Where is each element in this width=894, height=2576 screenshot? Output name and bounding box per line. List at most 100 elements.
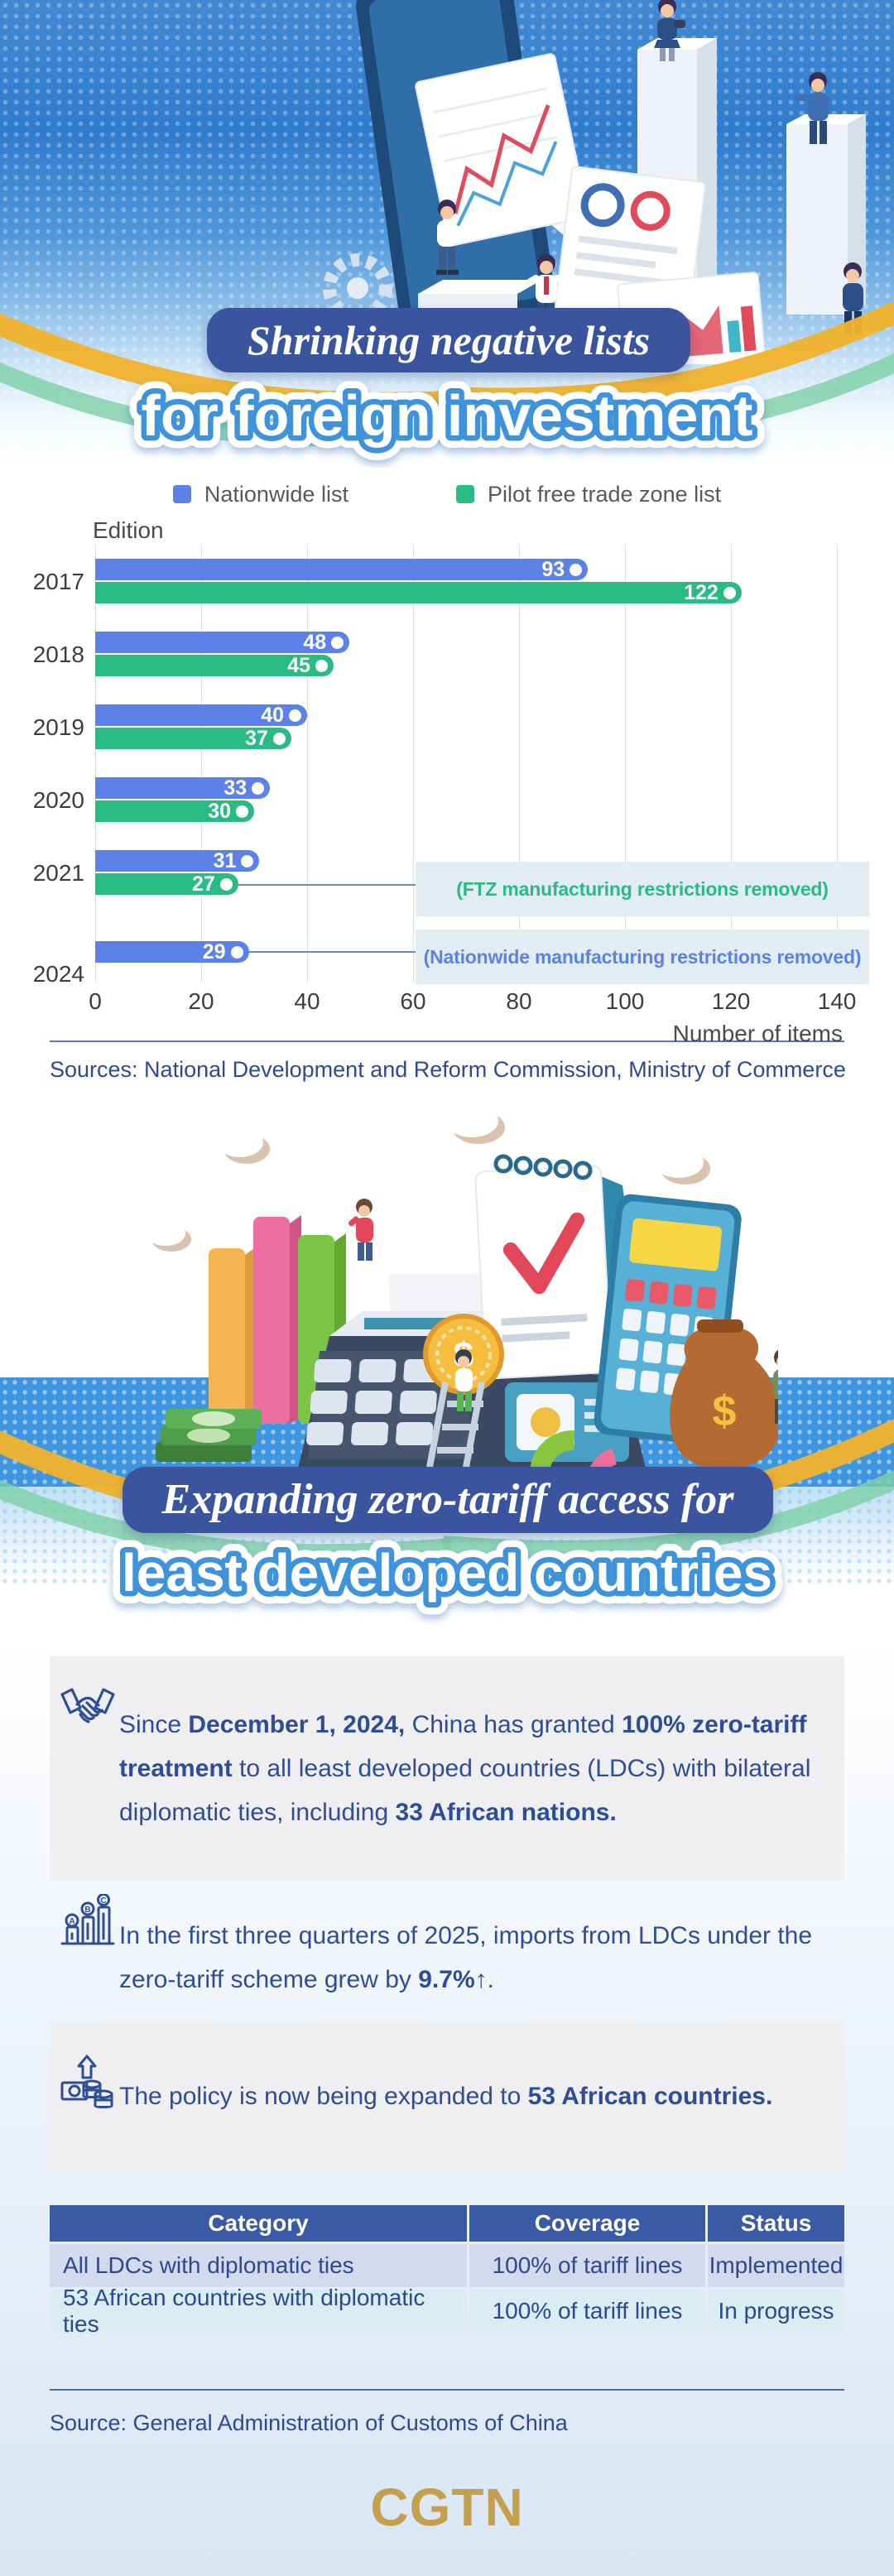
bar-tip-dot (252, 781, 265, 795)
table-header-cell: Category (50, 2205, 467, 2242)
text-segment: China has granted (405, 1711, 622, 1738)
x-tick-label: 120 (711, 988, 751, 1014)
section2-header: $ $ (0, 1104, 894, 1634)
hero-section: Shrinking negative lists for foreign inv… (0, 0, 894, 468)
text-segment: Since (119, 1711, 189, 1738)
gridline (201, 544, 202, 983)
bar-value-label: 48 (303, 630, 327, 654)
annotation-connector (238, 884, 416, 886)
gridline (307, 544, 308, 983)
bar-value-label: 45 (287, 653, 310, 677)
hero-banner: Shrinking negative lists (207, 308, 690, 372)
cgtn-logo: CGTN (370, 2477, 524, 2537)
x-tick-label: 100 (605, 988, 645, 1014)
bar-value-label: 27 (191, 872, 215, 896)
bar: 122 (95, 580, 742, 604)
svg-text:least developed countries: least developed countries (122, 1543, 772, 1603)
bar-tip-dot (331, 636, 344, 649)
legend-label: Pilot free trade zone list (487, 481, 722, 507)
annotation-box: (FTZ manufacturing restrictions removed) (416, 862, 869, 916)
section-title-line1: Expanding zero-tariff access for (161, 1476, 734, 1523)
section-title-line2: least developed countries least develope… (109, 1531, 785, 1615)
info-card-policy-expansion: The policy is now being expanded to 53 A… (50, 2021, 844, 2171)
svg-text:least developed countries: least developed countries (122, 1543, 772, 1603)
info-text: Since December 1, 2024, China has grante… (119, 1703, 816, 1834)
bar-tip-dot (723, 586, 736, 599)
trade-illustration: $ $ (146, 1109, 778, 1507)
info-section: Since December 1, 2024, China has grante… (0, 1634, 894, 2576)
bar-tip-dot (219, 877, 233, 891)
bar-tip-dot (315, 659, 328, 672)
bar-chart: Number of items 0 20 40 60 80 100 120 140 2017 93… (0, 544, 894, 1046)
text-bold-segment: 100% zero-tariff treatment (119, 1711, 807, 1782)
table-header-cell: Coverage (469, 2205, 705, 2242)
svg-text:B: B (84, 1906, 90, 1915)
money-bag-illustration: $ (670, 1319, 778, 1469)
bar: 31 (95, 849, 260, 872)
bar: 48 (95, 630, 350, 654)
x-tick-label: 140 (817, 988, 857, 1014)
divider-line (50, 2389, 844, 2391)
svg-text:for foreign investment: for foreign investment (142, 383, 753, 448)
info-card-ldc-treatment: Since December 1, 2024, China has grante… (50, 1656, 844, 1881)
table-cell: Implemented (708, 2244, 844, 2287)
person-illustration (348, 1199, 373, 1261)
bar-value-label: 30 (208, 799, 231, 823)
handshake-icon (50, 1678, 119, 1859)
info-card-imports-growth: A B C In the first three quarters of 202… (50, 1879, 844, 2036)
bar-value-label: 93 (541, 557, 565, 581)
bar-value-label: 122 (684, 580, 719, 604)
x-axis-title: Number of items (672, 1021, 843, 1046)
coverage-table: Category Coverage Status All LDCs with dipl… (50, 2205, 844, 2337)
y-category-label: 2018 (32, 642, 84, 667)
bar: 40 (95, 703, 307, 727)
bar-value-label: 29 (202, 940, 226, 964)
cloud-illustration (146, 1109, 710, 1252)
info-text: The policy is now being expanded to 53 A… (119, 2074, 816, 2118)
bar-tip-dot (230, 945, 243, 959)
gridline (95, 544, 96, 983)
x-tick-label: 60 (400, 988, 426, 1014)
bar-value-label: 33 (223, 776, 248, 800)
table-cell: 53 African countries with diplomatic tie… (50, 2285, 467, 2337)
bar: 33 (95, 776, 271, 800)
gridline (731, 544, 732, 983)
y-category-label: 2021 (32, 860, 84, 886)
annotation-connector (248, 951, 416, 953)
svg-text:least developed countries: least developed countries (122, 1543, 772, 1603)
chart-section: Nationwide list Pilot free trade zone lis… (0, 479, 894, 1104)
text-bold-segment: 9.7%↑ (418, 1966, 488, 1993)
bar: 93 (95, 557, 589, 581)
text-segment: The policy is now being expanded to (119, 2083, 528, 2110)
bar-tip-dot (570, 563, 583, 576)
text-segment: . (487, 1966, 494, 1993)
bar-value-label: 40 (261, 703, 284, 727)
table-header-cell: Status (708, 2205, 844, 2242)
text-segment: In the first three quarters of 2025, imp… (119, 1922, 813, 1993)
bar-value-label: 37 (244, 726, 268, 750)
expansion-icon (50, 2050, 119, 2143)
person-illustration (654, 0, 685, 61)
bar-tip-dot (236, 805, 248, 818)
bar: 45 (95, 653, 334, 677)
x-tick-label: 0 (89, 988, 102, 1014)
person-illustration (795, 72, 829, 144)
text-bold-segment: December 1, 2024, (188, 1711, 406, 1738)
person-illustration (773, 1349, 778, 1424)
info-text: In the first three quarters of 2025, imp… (119, 1914, 816, 2002)
table-cell: In progress (708, 2290, 844, 2333)
legend-label: Nationwide list (204, 481, 348, 507)
x-tick-label: 80 (506, 988, 532, 1014)
svg-text:for foreign investment: for foreign investment (142, 383, 753, 448)
bar-tip-dot (241, 854, 254, 867)
y-axis-title: Edition (93, 517, 164, 543)
x-tick-label: 40 (294, 988, 320, 1014)
bar-tip-dot (289, 709, 301, 722)
legend-swatch (172, 485, 191, 503)
source-text: Source: General Administration of Custom… (50, 2410, 568, 2435)
y-category-label: 2020 (32, 787, 84, 813)
chart-legend: Nationwide list Pilot free trade zone lis… (0, 479, 894, 509)
bar: 29 (95, 940, 249, 964)
sources-text: Sources: National Development and Reform… (50, 1057, 846, 1082)
y-category-label: 2019 (32, 714, 84, 740)
